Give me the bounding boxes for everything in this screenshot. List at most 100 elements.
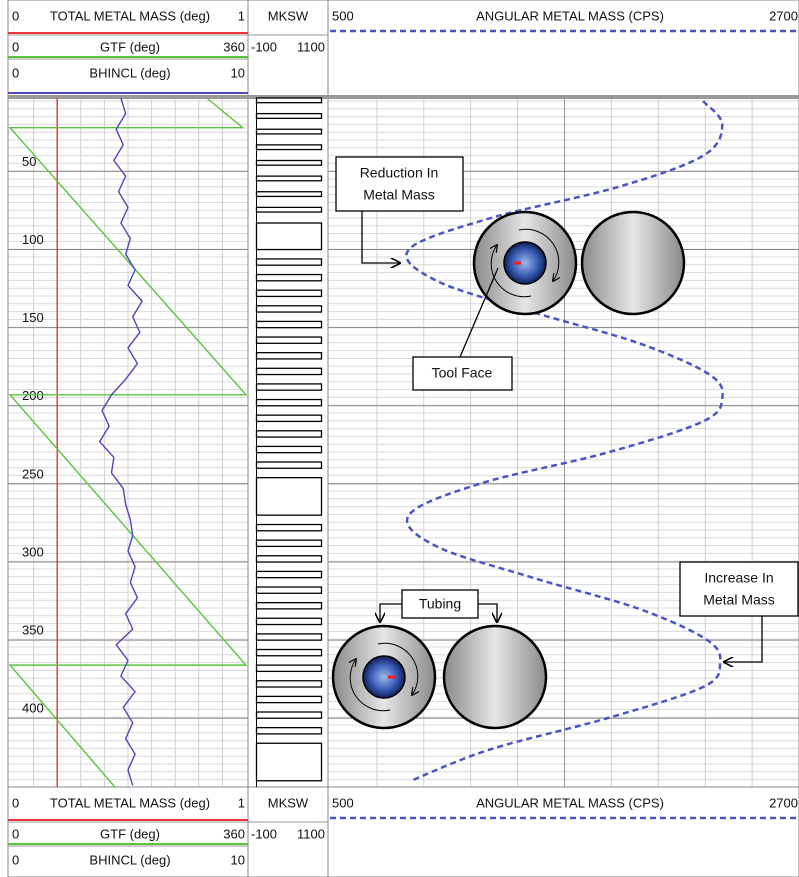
mksw-pulse <box>255 305 323 313</box>
scale-min: -100 <box>251 39 277 54</box>
annotation: Increase In <box>704 570 773 586</box>
depth-label: 250 <box>22 466 44 481</box>
mksw-pulse <box>255 398 323 407</box>
curve-name: BHINCL (deg) <box>89 852 170 867</box>
mksw-pulse <box>255 477 323 516</box>
mksw-pulse <box>255 523 323 532</box>
scale-max: 360 <box>223 826 245 841</box>
mksw-pulse <box>255 191 323 198</box>
mksw-pulse <box>255 539 323 548</box>
tool-body <box>503 241 547 285</box>
mksw-pulse <box>255 555 323 563</box>
angular_metal_mass-curve <box>405 100 724 782</box>
callout-arrow <box>724 616 763 662</box>
mksw-pulse <box>255 258 323 266</box>
mksw-pulse <box>255 726 323 735</box>
curve-name: TOTAL METAL MASS (deg) <box>50 8 210 23</box>
annotation: Reduction In <box>360 165 439 181</box>
mksw-pulse <box>255 570 323 579</box>
depth-label: 100 <box>22 232 44 247</box>
mksw-pulse <box>255 128 323 135</box>
tubing <box>442 624 548 730</box>
scale-min: 0 <box>12 8 19 23</box>
scale-max: 1100 <box>297 826 325 841</box>
mksw-pulse <box>255 320 323 329</box>
mksw-pulse <box>255 222 323 251</box>
scale-max: 360 <box>223 39 245 54</box>
mksw-pulse <box>255 112 323 119</box>
mksw-pulse <box>255 206 323 213</box>
depth-label: 350 <box>22 623 44 638</box>
curve-name: ANGULAR METAL MASS (CPS) <box>476 8 664 23</box>
rotation-arrow <box>377 642 418 695</box>
mksw-pulse <box>255 711 323 719</box>
rotation-arrow <box>518 228 559 281</box>
scale-min: -100 <box>251 826 277 841</box>
mksw-pulse <box>255 159 323 166</box>
curve-name: GTF (deg) <box>100 826 160 841</box>
scale-min: 500 <box>332 8 354 23</box>
callout-box <box>679 561 799 617</box>
mksw-pulse <box>255 175 323 182</box>
mksw-pulse <box>255 617 323 626</box>
scale-max: 2700 <box>769 795 798 810</box>
scale-min: 0 <box>12 65 19 80</box>
callout-arrow <box>478 603 497 622</box>
callout-arrow <box>380 603 402 622</box>
scale-max: 1 <box>238 795 245 810</box>
callout-arrow <box>361 211 400 263</box>
curve-name: TOTAL METAL MASS (deg) <box>50 795 210 810</box>
mksw-pulse <box>255 414 323 423</box>
rotation-arrow <box>491 245 532 298</box>
scale-max: 1100 <box>297 39 325 54</box>
annotation: Metal Mass <box>363 187 435 203</box>
scale-min: 0 <box>12 826 19 841</box>
curve-name: BHINCL (deg) <box>89 65 170 80</box>
depth-label: 150 <box>22 310 44 325</box>
mksw-pulse <box>255 633 323 641</box>
mksw-pulse <box>255 601 323 610</box>
callout-box <box>335 156 464 212</box>
mksw-pulse <box>255 742 323 782</box>
callout-line <box>459 267 499 358</box>
callout-box <box>401 589 479 619</box>
mksw-pulse <box>255 648 323 657</box>
mksw-pulse <box>255 367 323 376</box>
mksw-pulse <box>255 383 323 391</box>
curve-name: GTF (deg) <box>100 39 160 54</box>
annotation: Tubing <box>419 596 461 612</box>
scale-max: 1 <box>238 8 245 23</box>
depth-label: 400 <box>22 701 44 716</box>
scale-min: 500 <box>332 795 354 810</box>
mksw-pulse <box>255 289 323 298</box>
mksw-pulse <box>255 664 323 673</box>
mksw-pulse <box>255 680 323 688</box>
header-separator <box>8 95 799 99</box>
mksw-pulse <box>255 97 323 104</box>
mksw-pulse <box>255 273 323 282</box>
rotation-arrow <box>350 659 391 712</box>
tubing <box>580 210 686 316</box>
scale-min: 0 <box>12 795 19 810</box>
depth-label: 200 <box>22 388 44 403</box>
gtf-curve <box>8 97 248 788</box>
scale-max: 10 <box>231 852 245 867</box>
mksw-name: MKSW <box>268 8 309 23</box>
scale-max: 10 <box>231 65 245 80</box>
depth-label: 300 <box>22 544 44 559</box>
curve-name: ANGULAR METAL MASS (CPS) <box>476 795 664 810</box>
annotation: Tool Face <box>432 365 493 381</box>
mksw-pulse <box>255 445 323 454</box>
track-frame <box>327 0 799 877</box>
callout-box <box>412 356 513 391</box>
annotation: Metal Mass <box>703 592 775 608</box>
mksw-pulse <box>255 695 323 704</box>
scale-min: 0 <box>12 39 19 54</box>
mksw-pulse <box>255 586 323 594</box>
mksw-pulse <box>255 352 323 360</box>
mksw-pulse <box>255 336 323 344</box>
mksw-pulse <box>255 430 323 438</box>
mksw-pulse <box>255 461 323 469</box>
